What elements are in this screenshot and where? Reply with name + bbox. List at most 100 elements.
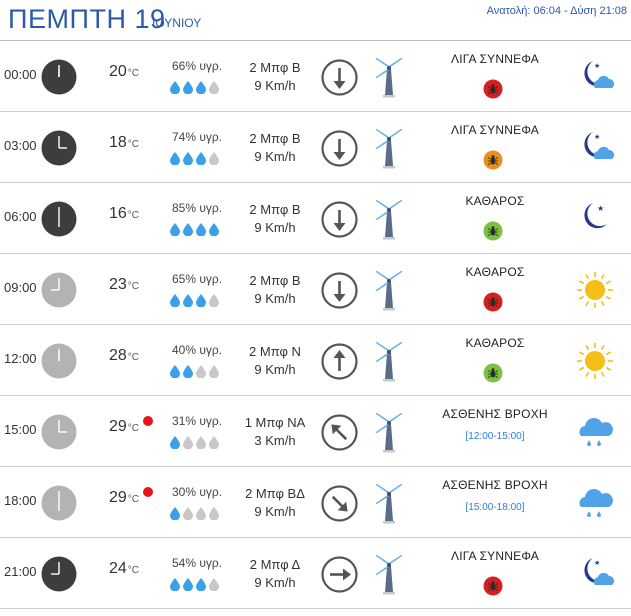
- wind-info: 2 Μπφ Δ 9 Km/h: [238, 556, 312, 592]
- condition-text: ΑΣΘΕΝΗΣ ΒΡΟΧΗ: [442, 478, 548, 492]
- wind-turbine-icon: [372, 126, 406, 170]
- arrow-up-icon: [321, 343, 358, 380]
- temperature: 18°C: [109, 134, 140, 151]
- clock-icon: [41, 272, 77, 308]
- condition-text: ΚΑΘΑΡΟΣ: [465, 194, 525, 208]
- svg-text:★: ★: [597, 204, 604, 213]
- condition-text: ΛΙΓΑ ΣΥΝΝΕΦΑ: [451, 549, 539, 563]
- temperature: 28°C: [109, 347, 140, 364]
- insect-index-icon: [483, 292, 503, 312]
- clock-icon: [41, 414, 77, 450]
- temperature-unit: °C: [127, 565, 140, 576]
- temperature-unit: °C: [127, 423, 140, 434]
- rain-probability-dot-icon: [143, 487, 153, 497]
- clock-icon: [41, 343, 77, 379]
- forecast-row: 21:00 24°C 54% υγρ. 2 Μπφ Δ 9 Km/h ΛΙΓΑ …: [0, 538, 631, 609]
- sun-icon: [573, 268, 617, 312]
- arrow-down-icon: [321, 272, 358, 309]
- humidity-drops-icon: [169, 222, 223, 237]
- forecast-time: 00:00: [4, 67, 37, 82]
- wind-force: 2 Μπφ Δ: [249, 557, 301, 572]
- rain-cloud-icon: [573, 481, 617, 525]
- page-title: ΠΕΜΠΤΗ 19: [8, 4, 166, 34]
- clock-icon: [41, 59, 77, 95]
- humidity-drops-icon: [169, 364, 223, 379]
- arrow-up-left-icon: [321, 414, 358, 451]
- wind-force: 2 Μπφ Β: [249, 202, 301, 217]
- humidity-drops-icon: [169, 80, 223, 95]
- wind-turbine-icon: [372, 481, 406, 525]
- arrow-right-icon: [321, 556, 358, 593]
- temperature-unit: °C: [127, 352, 140, 363]
- forecast-time: 09:00: [4, 280, 37, 295]
- wind-speed: 9 Km/h: [254, 149, 296, 164]
- insect-index-icon: [483, 150, 503, 170]
- wind-turbine-icon: [372, 268, 406, 312]
- wind-info: 2 Μπφ Β 9 Km/h: [238, 130, 312, 166]
- clock-icon: [41, 130, 77, 166]
- temperature-unit: °C: [127, 139, 140, 150]
- wind-turbine-icon: [372, 339, 406, 383]
- insect-index-icon: [483, 576, 503, 596]
- arrow-down-icon: [321, 59, 358, 96]
- night-cloud-icon: ★: [573, 552, 617, 596]
- temperature: 29°C: [109, 489, 140, 506]
- wind-speed: 9 Km/h: [254, 78, 296, 93]
- forecast-time: 03:00: [4, 138, 37, 153]
- moon-icon: ★: [573, 197, 617, 241]
- wind-turbine-icon: [372, 197, 406, 241]
- temperature: 24°C: [109, 560, 140, 577]
- wind-force: 2 Μπφ Β: [249, 273, 301, 288]
- temperature-unit: °C: [127, 281, 140, 292]
- night-cloud-icon: ★: [573, 55, 617, 99]
- wind-info: 2 Μπφ ΒΔ 9 Km/h: [238, 485, 312, 521]
- svg-text:★: ★: [594, 62, 600, 70]
- forecast-time: 15:00: [4, 422, 37, 437]
- clock-icon: [41, 201, 77, 237]
- page-subtitle-month: ΙΟΥΝΙΟΥ: [152, 16, 202, 30]
- temperature: 20°C: [109, 63, 140, 80]
- wind-speed: 9 Km/h: [254, 575, 296, 590]
- wind-info: 2 Μπφ Β 9 Km/h: [238, 201, 312, 237]
- condition-text: ΛΙΓΑ ΣΥΝΝΕΦΑ: [451, 52, 539, 66]
- forecast-row: 00:00 20°C 66% υγρ. 2 Μπφ Β 9 Km/h ΛΙΓΑ …: [0, 41, 631, 112]
- wind-info: 2 Μπφ Ν 9 Km/h: [238, 343, 312, 379]
- humidity: 85% υγρ.: [172, 201, 223, 215]
- wind-turbine-icon: [372, 410, 406, 454]
- condition-text: ΚΑΘΑΡΟΣ: [465, 265, 525, 279]
- condition-text: ΛΙΓΑ ΣΥΝΝΕΦΑ: [451, 123, 539, 137]
- humidity-drops-icon: [169, 293, 223, 308]
- arrow-down-icon: [321, 130, 358, 167]
- night-cloud-icon: ★: [573, 126, 617, 170]
- forecast-time: 21:00: [4, 564, 37, 579]
- forecast-header: ΠΕΜΠΤΗ 19 ΙΟΥΝΙΟΥ Ανατολή: 06:04 - Δύση …: [0, 0, 631, 41]
- humidity: 31% υγρ.: [172, 414, 223, 428]
- clock-icon: [41, 485, 77, 521]
- wind-info: 2 Μπφ Β 9 Km/h: [238, 59, 312, 95]
- forecast-time: 18:00: [4, 493, 37, 508]
- wind-turbine-icon: [372, 55, 406, 99]
- humidity-drops-icon: [169, 506, 223, 521]
- wind-speed: 9 Km/h: [254, 291, 296, 306]
- condition-text: ΚΑΘΑΡΟΣ: [465, 336, 525, 350]
- sun-icon: [573, 339, 617, 383]
- forecast-row: 03:00 18°C 74% υγρ. 2 Μπφ Β 9 Km/h ΛΙΓΑ …: [0, 112, 631, 183]
- forecast-row: 06:00 16°C 85% υγρ. 2 Μπφ Β 9 Km/h ΚΑΘΑΡ…: [0, 183, 631, 254]
- sunrise-sunset-info: Ανατολή: 06:04 - Δύση 21:08: [486, 5, 627, 17]
- condition-time-range: [12:00-15:00]: [465, 431, 525, 442]
- wind-speed: 3 Km/h: [254, 433, 296, 448]
- wind-speed: 9 Km/h: [254, 504, 296, 519]
- wind-speed: 9 Km/h: [254, 220, 296, 235]
- rain-probability-dot-icon: [143, 416, 153, 426]
- humidity: 66% υγρ.: [172, 59, 223, 73]
- wind-speed: 9 Km/h: [254, 362, 296, 377]
- humidity: 30% υγρ.: [172, 485, 223, 499]
- forecast-row: 12:00 28°C 40% υγρ. 2 Μπφ Ν 9 Km/h ΚΑΘΑΡ…: [0, 325, 631, 396]
- wind-force: 1 Μπφ ΝΑ: [244, 415, 306, 430]
- humidity-drops-icon: [169, 151, 223, 166]
- arrow-down-icon: [321, 201, 358, 238]
- temperature: 29°C: [109, 418, 140, 435]
- temperature: 23°C: [109, 276, 140, 293]
- wind-info: 2 Μπφ Β 9 Km/h: [238, 272, 312, 308]
- humidity: 54% υγρ.: [172, 556, 223, 570]
